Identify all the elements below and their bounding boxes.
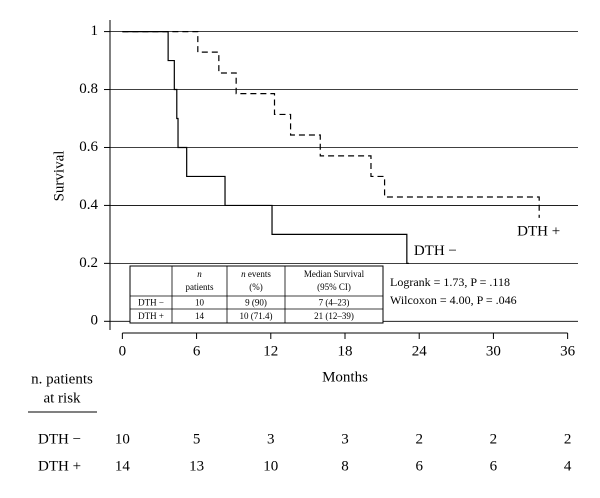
risk-title: n. patients [31,371,93,387]
risk-count: 8 [341,458,349,474]
annotation: Logrank = 1.73, P = .118 [390,275,510,289]
table-cell: DTH + [138,311,164,321]
y-axis-label: Survival [51,151,67,202]
risk-count: 6 [490,458,498,474]
x-tick-label: 0 [119,343,127,359]
series-label: DTH + [517,223,560,239]
table-header: n patients [186,269,214,292]
risk-row-label: DTH + [38,458,81,474]
y-tick-label: 1 [91,23,99,39]
y-tick-label: 0.4 [79,197,98,213]
x-axis-label: Months [322,369,368,385]
table-cell: 10 [195,298,205,308]
table-header: Median Survival (95% CI) [304,269,365,292]
risk-count: 4 [564,458,572,474]
table-cell: 7 (4–23) [319,298,350,308]
risk-count: 6 [415,458,423,474]
table-cell: 10 (71.4) [240,311,273,321]
risk-count: 13 [189,458,204,474]
risk-count: 3 [267,431,275,447]
survival-curve [122,30,409,264]
series-label: DTH − [414,243,457,259]
risk-row-label: DTH − [38,431,81,447]
x-tick-label: 6 [193,343,201,359]
x-tick-label: 36 [560,343,576,359]
x-tick-label: 18 [338,343,353,359]
risk-count: 10 [115,431,130,447]
table-cell: 21 (12–39) [314,311,354,321]
annotation: Wilcoxon = 4.00, P = .046 [390,293,517,307]
table-cell: 14 [195,311,205,321]
risk-count: 2 [490,431,498,447]
risk-count: 2 [415,431,423,447]
y-tick-label: 0.8 [79,81,98,97]
table-cell: 9 (90) [245,298,267,308]
risk-count: 2 [564,431,572,447]
y-tick-label: 0 [91,313,99,329]
risk-count: 5 [193,431,201,447]
table-header: n events (%) [241,269,271,292]
y-tick-label: 0.6 [79,139,98,155]
risk-count: 3 [341,431,349,447]
risk-title: at risk [43,390,81,406]
table-cell: DTH − [138,298,164,308]
y-tick-label: 0.2 [79,255,98,271]
risk-count: 14 [115,458,131,474]
x-tick-label: 24 [412,343,428,359]
x-tick-label: 12 [263,343,278,359]
x-tick-label: 30 [486,343,501,359]
risk-count: 10 [263,458,278,474]
survival-curve [122,30,540,218]
